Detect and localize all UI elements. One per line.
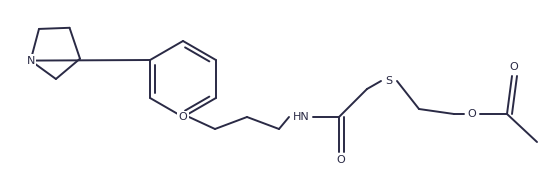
Text: O: O <box>179 112 187 122</box>
Text: S: S <box>386 76 392 86</box>
Text: O: O <box>468 109 476 119</box>
Text: N: N <box>26 55 35 66</box>
Text: O: O <box>510 62 518 72</box>
Text: HN: HN <box>292 112 309 122</box>
Text: O: O <box>337 155 345 165</box>
